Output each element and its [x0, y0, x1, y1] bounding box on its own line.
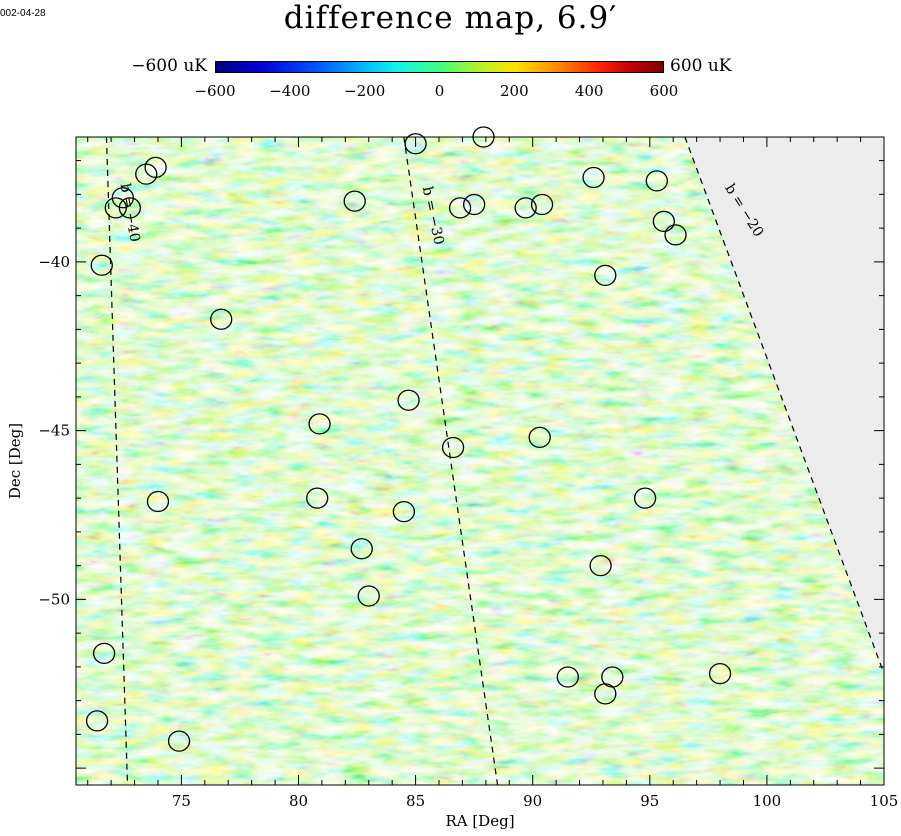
x-tick-label: 100 — [753, 792, 782, 810]
y-axis-label: Dec [Deg] — [6, 423, 24, 499]
source-circle — [118, 197, 142, 219]
source-circle — [645, 170, 668, 192]
y-tick-label: −50 — [38, 590, 70, 608]
source-circle — [167, 730, 191, 752]
colorbar-tick-label: 600 — [649, 82, 679, 100]
source-circle — [210, 308, 233, 330]
source-circle — [308, 413, 331, 435]
colorbar-tick-label: −600 — [194, 82, 236, 100]
source-circle — [343, 190, 366, 212]
source-circle — [306, 487, 329, 509]
source-circle — [462, 193, 486, 216]
source-circle — [350, 538, 373, 560]
source-circle — [404, 133, 427, 155]
source-circle — [90, 254, 113, 276]
source-circle — [144, 156, 167, 179]
map-area — [76, 137, 884, 785]
colorbar-tick-label: 200 — [500, 82, 529, 100]
source-circle — [652, 210, 675, 233]
source-circle — [85, 710, 109, 732]
colorbar-tick-label: 400 — [574, 82, 604, 100]
colorbar-tick-label: −400 — [269, 82, 311, 100]
x-tick-label: 90 — [523, 792, 542, 810]
contour-line — [684, 136, 885, 674]
source-circle — [357, 585, 380, 607]
source-circle — [664, 224, 687, 246]
plot-frame — [75, 136, 885, 786]
colorbar — [215, 61, 664, 73]
source-circle — [448, 197, 472, 219]
colorbar-tick-label: −200 — [344, 82, 386, 100]
source-circle — [528, 426, 551, 449]
source-circle — [397, 389, 420, 411]
source-circle — [146, 490, 170, 513]
colorbar-max-label: 600 uK — [670, 56, 732, 76]
source-circle — [530, 193, 554, 216]
source-circle — [594, 683, 617, 705]
source-circle — [441, 436, 465, 459]
contour-line — [105, 136, 129, 786]
x-tick-label: 80 — [289, 792, 308, 810]
source-circle — [708, 662, 732, 685]
x-tick-label: 85 — [406, 792, 425, 810]
y-tick-label: −45 — [38, 422, 70, 440]
colorbar-min-label: −600 uK — [131, 56, 207, 76]
x-tick-label: 75 — [172, 792, 191, 810]
y-tick-label: −40 — [38, 253, 70, 271]
source-circle — [594, 264, 617, 287]
source-circle — [556, 666, 579, 688]
source-circle — [633, 487, 657, 509]
chart-title: difference map, 6.9′ — [283, 0, 618, 36]
source-circle — [582, 166, 605, 189]
source-circle — [392, 500, 416, 523]
x-axis-label: RA [Deg] — [445, 812, 514, 830]
x-tick-label: 105 — [870, 792, 899, 810]
source-circle — [92, 642, 116, 665]
source-circle — [589, 554, 612, 577]
date-label: 002-04-28 — [0, 8, 46, 19]
colorbar-tick-label: 0 — [434, 82, 445, 100]
source-circle — [514, 197, 537, 219]
x-tick-label: 95 — [640, 792, 659, 810]
